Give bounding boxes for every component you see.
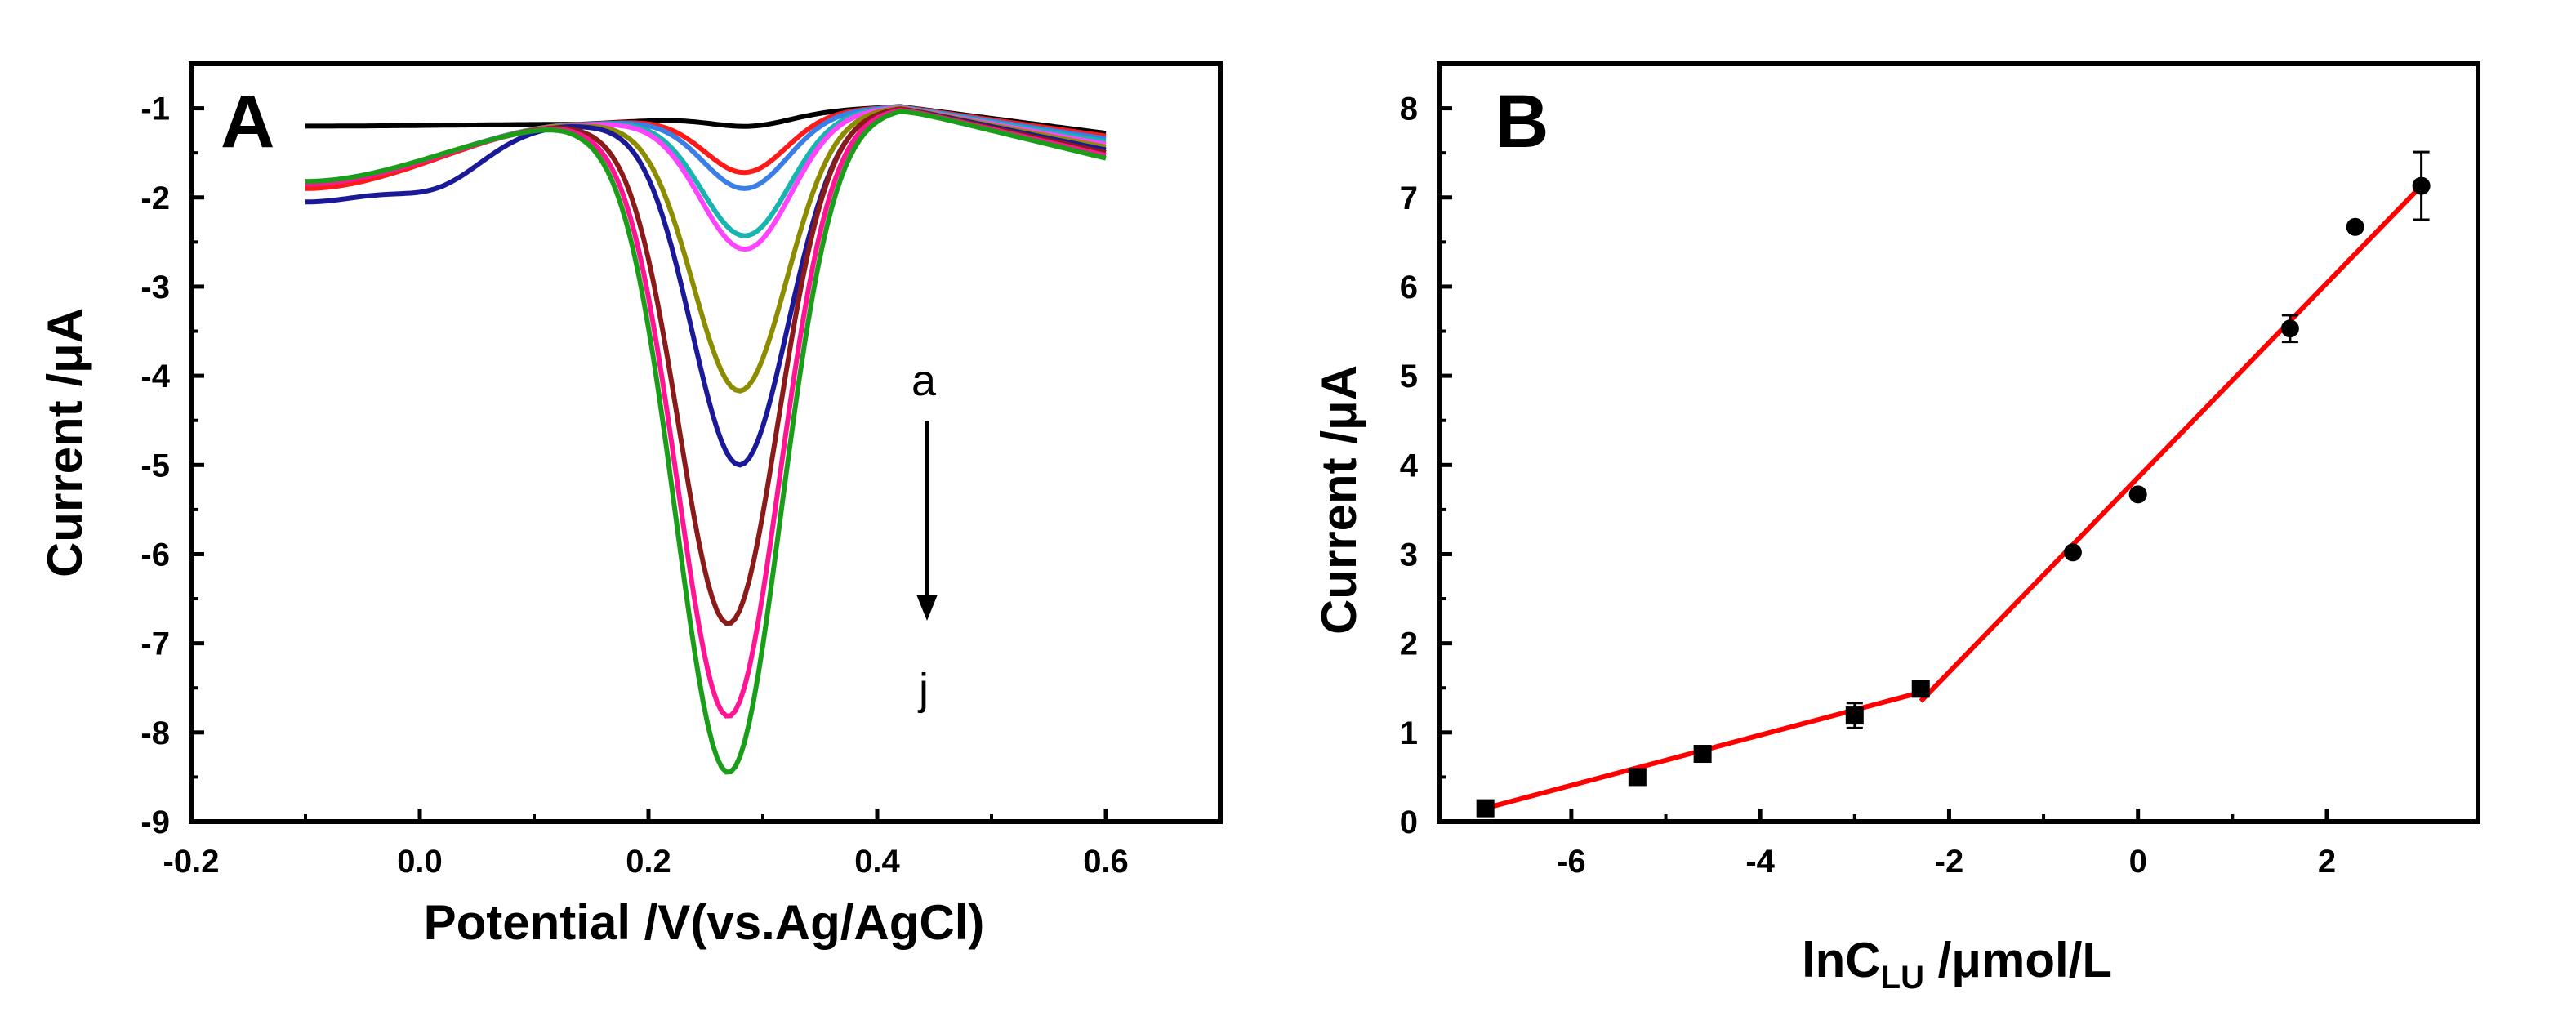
panel-a-y-tick-label: -9	[140, 804, 170, 840]
panel-b-y-axis-title-text: Current /μA	[1312, 365, 1366, 635]
panel-b-y-axis-title: Current /μA	[1312, 365, 1366, 635]
data-point	[1845, 706, 1864, 725]
panel-a-label: A	[221, 80, 274, 163]
panel-a-x-tick-label: 0.2	[626, 844, 671, 880]
curve-j	[305, 109, 1107, 775]
panel-b-y-tick-label: 3	[1400, 537, 1418, 573]
panel-a-chart: -0.2 0.0 0.2 0.4 0.6 -1 -2 -3 -4 -5 -6 -7 -8 -9 A a j…	[38, 61, 1223, 950]
panel-b-label: B	[1495, 80, 1549, 163]
data-point	[2412, 176, 2431, 195]
panel-b-x-tick-label: -2	[1935, 844, 1964, 880]
panel-b-x-tick-label: -4	[1745, 844, 1775, 880]
panel-b-x-axis-title: lnCLU /μmol/L	[1802, 933, 2112, 996]
panel-b-x-axis-title-main: lnC	[1802, 933, 1881, 987]
data-point	[1911, 680, 1930, 698]
panel-b-ticks: -6 -4 -2 0 2 0 1 2 3 4 5 6 7 8	[1400, 91, 2336, 880]
panel-a-y-tick-label: -7	[140, 626, 170, 662]
panel-a-annotation-arrow-head	[916, 595, 938, 621]
panel-b-x-axis-title-subscript: LU	[1881, 960, 1924, 996]
panel-a-y-axis-title: Current /μA	[38, 308, 92, 577]
panel-a-y-tick-label: -8	[140, 715, 170, 751]
panel-a-x-tick-label: 0.0	[397, 844, 443, 880]
panel-a-y-tick-label: -1	[140, 91, 170, 127]
panel-b-chart: -6 -4 -2 0 2 0 1 2 3 4 5 6 7 8 B Current /μA lnCLU /μ…	[1312, 61, 2480, 996]
panel-b-y-tick-label: 2	[1400, 626, 1418, 662]
panel-a-y-tick-label: -2	[140, 180, 170, 216]
panel-a-x-tick-label: -0.2	[163, 844, 220, 880]
panel-b-x-tick-label: 2	[2318, 844, 2336, 880]
data-point	[2280, 319, 2299, 338]
panel-b-y-tick-label: 8	[1400, 91, 1418, 127]
panel-b-y-tick-label: 5	[1400, 359, 1418, 394]
panel-b-y-tick-label: 6	[1400, 270, 1418, 305]
panel-b-x-axis-title-unit: /μmol/L	[1924, 933, 2112, 987]
panel-a-x-tick-label: 0.4	[854, 844, 900, 880]
panel-a-annotation-end: j	[917, 665, 929, 714]
data-point	[2128, 485, 2147, 504]
data-point	[1628, 768, 1647, 787]
high-range-fit	[1919, 184, 2423, 703]
data-point	[2063, 543, 2082, 562]
curve-h	[305, 106, 1107, 626]
panel-b-y-tick-label: 4	[1400, 448, 1419, 484]
panel-a-y-tick-label: -3	[140, 270, 170, 305]
panel-b-x-tick-label: 0	[2129, 844, 2147, 880]
data-point	[2346, 217, 2364, 236]
data-point	[1693, 745, 1712, 764]
panel-a-ticks: -0.2 0.0 0.2 0.4 0.6 -1 -2 -3 -4 -5 -6 -7 -8 -9	[140, 91, 1128, 880]
panel-b-y-tick-label: 1	[1400, 715, 1418, 751]
panel-a-x-axis-title: Potential /V(vs.Ag/AgCl)	[424, 895, 985, 950]
data-point	[1476, 799, 1495, 818]
panel-a-y-tick-label: -4	[140, 359, 170, 394]
panel-b-x-tick-label: -6	[1557, 844, 1586, 880]
panel-b-plot-frame	[1437, 61, 2480, 824]
panel-a-curves	[305, 104, 1107, 775]
panel-a-y-tick-label: -6	[140, 537, 170, 573]
panel-a-plot-frame	[189, 61, 1223, 824]
panel-a-annotation-start: a	[911, 356, 937, 405]
panel-a-y-axis-title-text: Current /μA	[38, 308, 92, 577]
panel-b-points	[1476, 150, 2431, 818]
panel-a-x-tick-label: 0.6	[1083, 844, 1129, 880]
panel-b-y-tick-label: 7	[1400, 180, 1418, 216]
panel-b-fit-lines	[1484, 184, 2423, 811]
panel-b-y-tick-label: 0	[1400, 804, 1418, 840]
panel-a-y-tick-label: -5	[140, 448, 170, 484]
